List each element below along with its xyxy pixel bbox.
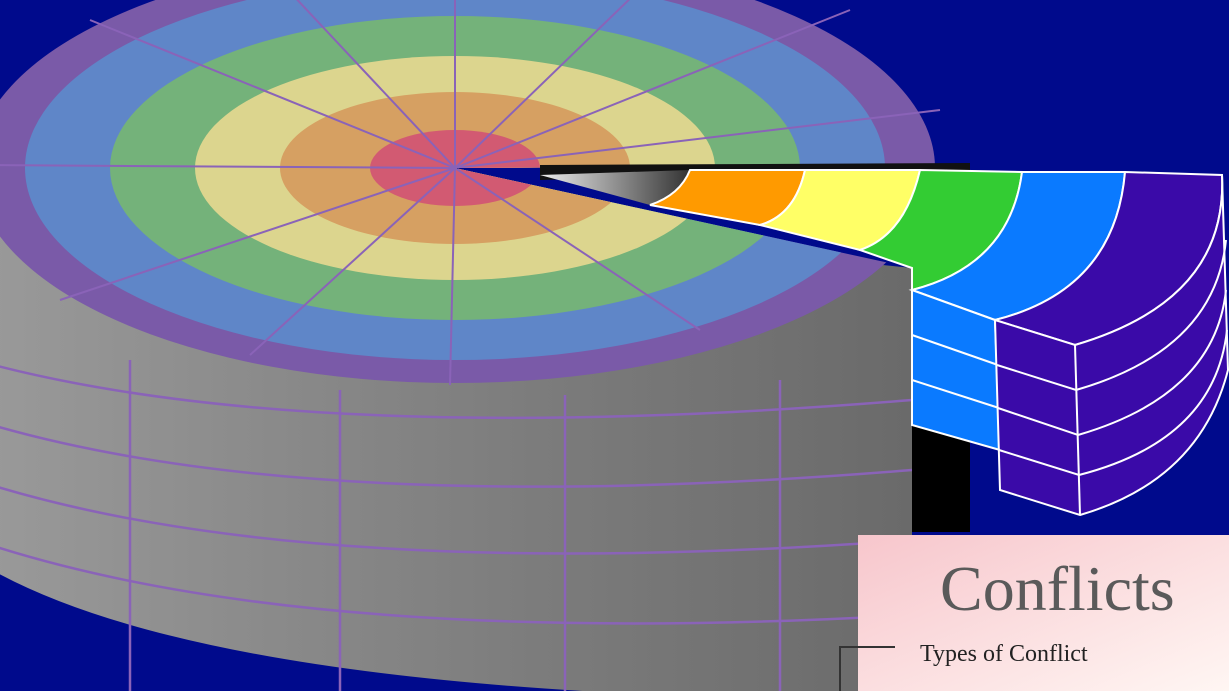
subtitle: Types of Conflict (920, 641, 1088, 667)
title: Conflicts (940, 553, 1175, 624)
title-panel: Conflicts Types of Conflict (839, 535, 1229, 691)
cylinder (0, 0, 941, 691)
slice (540, 163, 1229, 532)
